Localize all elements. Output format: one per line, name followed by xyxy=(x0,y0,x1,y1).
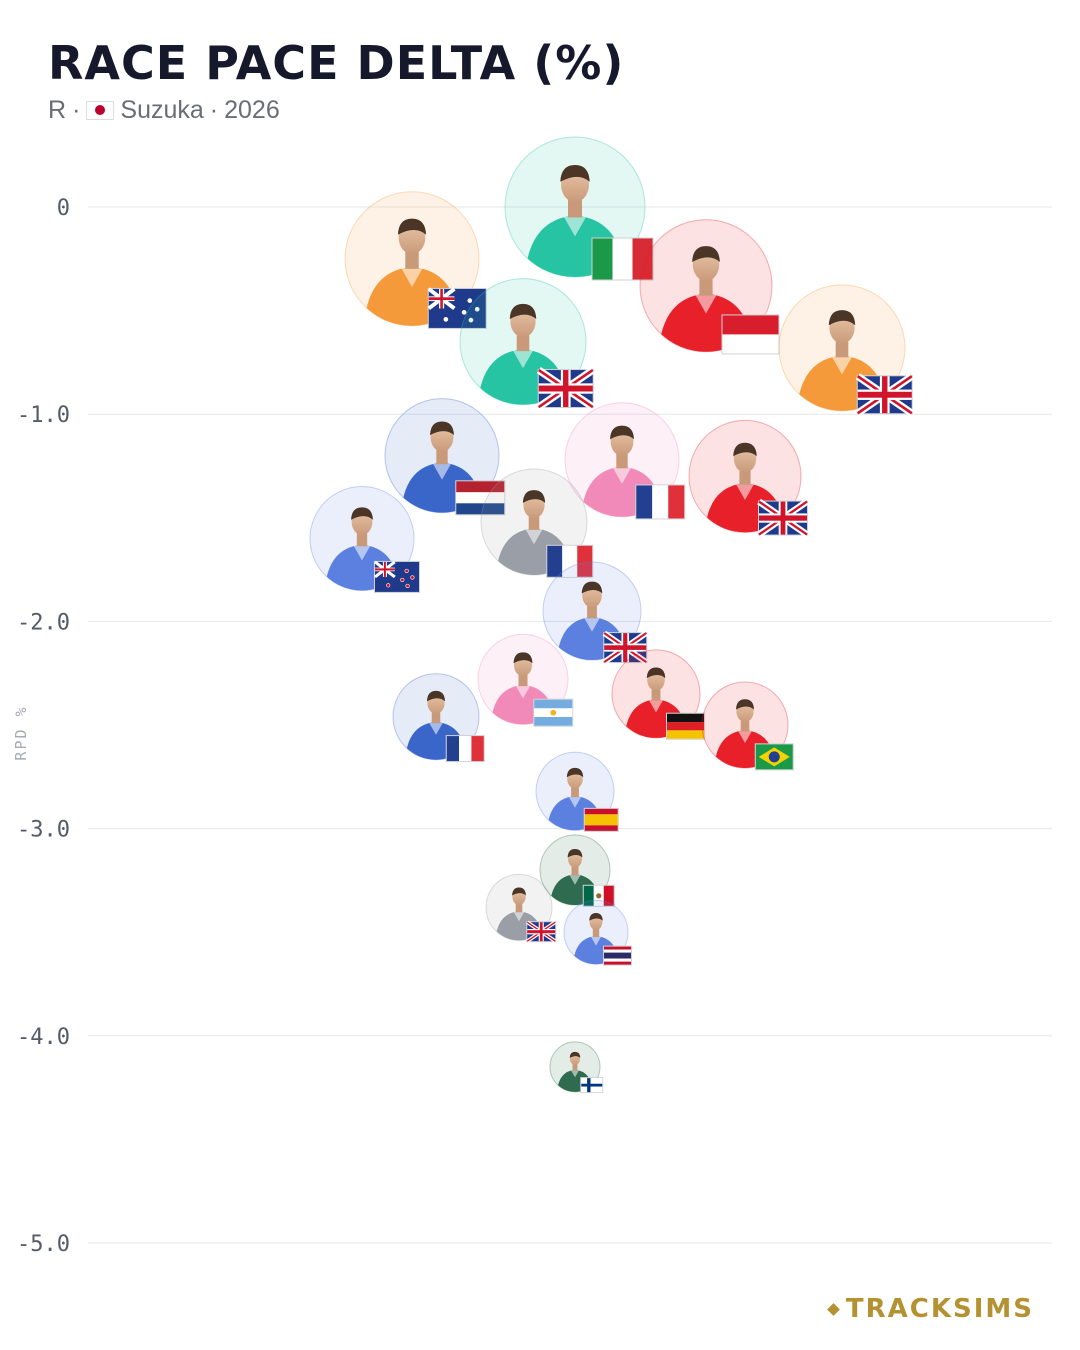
driver-point[interactable] xyxy=(504,136,654,284)
diamond-icon xyxy=(827,1302,840,1316)
united-kingdom-flag-icon xyxy=(757,498,809,538)
driver-point[interactable] xyxy=(392,673,485,764)
driver-point[interactable] xyxy=(563,899,632,967)
brand-logo: TRACKSIMS xyxy=(827,1294,1034,1324)
new-zealand-flag-icon xyxy=(374,560,420,593)
spain-flag-icon xyxy=(583,807,619,832)
japan-flag-icon xyxy=(86,101,115,120)
y-tick-label: -2.0 xyxy=(17,610,70,635)
driver-point[interactable] xyxy=(309,486,420,596)
italy-flag-icon xyxy=(591,237,654,281)
driver-point[interactable] xyxy=(384,398,506,519)
driver-point[interactable] xyxy=(549,1041,604,1095)
y-tick-label: -1.0 xyxy=(17,403,70,428)
united-kingdom-flag-icon xyxy=(855,373,914,417)
session-label: R xyxy=(48,96,67,124)
germany-flag-icon xyxy=(666,712,705,740)
driver-point[interactable] xyxy=(477,633,574,729)
driver-point[interactable] xyxy=(611,649,705,742)
year-label: 2026 xyxy=(224,96,280,124)
separator: · xyxy=(72,96,81,124)
driver-point[interactable] xyxy=(688,419,809,538)
argentina-flag-icon xyxy=(533,698,574,727)
brazil-flag-icon xyxy=(754,743,794,771)
circuit-label: Suzuka xyxy=(120,96,204,124)
chart-subtitle: R · Suzuka · 2026 xyxy=(48,96,280,125)
driver-point[interactable] xyxy=(344,191,487,333)
monaco-flag-icon xyxy=(721,314,780,355)
france-flag-icon xyxy=(546,544,594,578)
netherlands-flag-icon xyxy=(455,480,506,516)
thailand-flag-icon xyxy=(603,945,632,966)
united-kingdom-flag-icon xyxy=(526,920,557,943)
driver-point[interactable] xyxy=(778,284,914,417)
driver-point[interactable] xyxy=(535,751,619,834)
y-axis-label: RPD % xyxy=(12,705,30,760)
united-kingdom-flag-icon xyxy=(536,366,595,411)
france-flag-icon xyxy=(635,484,686,520)
australia-flag-icon xyxy=(427,287,487,329)
driver-point[interactable] xyxy=(542,561,648,665)
france-flag-icon xyxy=(445,735,485,763)
driver-point[interactable] xyxy=(539,834,615,909)
y-tick-label: -3.0 xyxy=(17,818,70,843)
driver-point[interactable] xyxy=(564,402,686,523)
driver-point[interactable] xyxy=(480,468,594,580)
driver-point[interactable] xyxy=(639,219,780,359)
y-tick-label: 0 xyxy=(57,196,70,221)
mexico-flag-icon xyxy=(582,884,615,907)
driver-point[interactable] xyxy=(485,873,557,943)
separator: · xyxy=(209,96,219,124)
driver-point[interactable] xyxy=(459,278,595,411)
y-tick-label: -4.0 xyxy=(17,1025,70,1050)
y-tick-label: -5.0 xyxy=(17,1232,70,1257)
brand-label: TRACKSIMS xyxy=(845,1294,1034,1324)
driver-point[interactable] xyxy=(701,681,794,772)
united-kingdom-flag-icon xyxy=(602,630,648,665)
chart-title: RACE PACE DELTA (%) xyxy=(48,36,625,90)
finland-flag-icon xyxy=(580,1077,604,1094)
